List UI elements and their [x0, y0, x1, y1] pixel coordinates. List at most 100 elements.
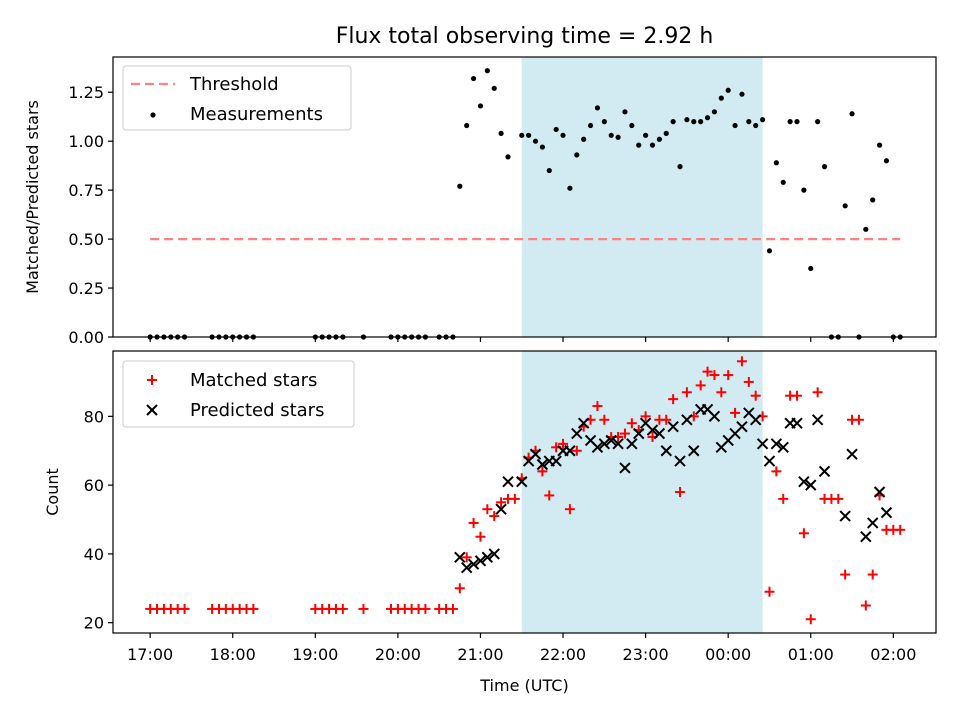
measurement-point [815, 119, 821, 125]
matched-star-point [626, 418, 637, 429]
count-panel: 20 40 60 80 17:00 18:00 19:00 20:00 21:00 22:00 2… [43, 350, 937, 695]
predicted-star-point [873, 486, 886, 498]
predicted-star-point [880, 506, 893, 519]
predicted-star-point [626, 438, 638, 450]
predicted-star-point [818, 465, 831, 478]
matched-star-point [537, 466, 548, 477]
matched-star-point [661, 414, 672, 425]
count-legend: Matched stars Predicted stars [122, 360, 355, 428]
matched-star-point [475, 531, 486, 542]
predicted-star-point [564, 445, 576, 457]
predicted-star-point [860, 531, 872, 543]
measurement-point [539, 144, 545, 150]
predicted-star-point [770, 438, 783, 450]
predicted-star-point [681, 414, 693, 426]
matched-star-point [544, 490, 555, 501]
x-tick-label: 22:00 [540, 645, 586, 664]
measurement-point [532, 138, 539, 144]
predicted-star-point [798, 475, 810, 488]
measurement-point [505, 154, 511, 160]
matched-star-point [743, 376, 754, 387]
matched-star-point [867, 569, 878, 580]
measurement-point [732, 122, 738, 129]
matched-star-point [337, 603, 348, 614]
measurement-point [842, 203, 848, 209]
matched-star-point [482, 504, 493, 515]
predicted-star-point [146, 404, 158, 416]
x-tick-label: 23:00 [623, 645, 669, 664]
measurement-point [553, 126, 559, 133]
count-panel-frame [112, 350, 937, 634]
measurement-point [649, 142, 656, 148]
predicted-star-point [866, 517, 879, 529]
y-tick-label: 20 [84, 614, 104, 633]
matched-star-point [702, 366, 713, 377]
ratio-panel: 0.00 0.25 0.50 0.75 1.00 1.25 Matched/Predict… [23, 56, 937, 347]
predicted-star-point [763, 455, 776, 467]
measurement-point [491, 85, 497, 91]
legend-box [122, 65, 352, 131]
predicted-star-point [550, 455, 562, 467]
measurement-point [601, 119, 607, 125]
measurement-point [704, 115, 711, 121]
predicted-star-point [791, 417, 803, 429]
ratio-y-axis-label: Matched/Predicted stars [23, 100, 42, 294]
measurement-point [519, 132, 525, 138]
matched-star-point [736, 356, 747, 367]
predicted-star-point [612, 438, 624, 450]
matched-star-point [147, 375, 157, 385]
matched-star-point [681, 387, 692, 398]
matched-star-point [358, 603, 369, 614]
measurement-point [608, 132, 614, 138]
matched-star-point [496, 497, 507, 508]
measurement-point [883, 158, 890, 164]
predicted-star-point [605, 434, 617, 447]
measurement-point [821, 164, 828, 170]
measurement-point [801, 187, 807, 193]
matched-star-point [599, 414, 610, 425]
predicted-star-point [646, 424, 659, 436]
measurement-point [663, 130, 669, 136]
measurement-point [870, 197, 876, 203]
legend-measurements-label: Measurements [190, 104, 323, 125]
matched-star-point [798, 528, 809, 539]
measurement-point [759, 117, 766, 123]
measurement-point [594, 105, 601, 111]
measurement-point [753, 122, 759, 129]
time-x-axis-label: Time (UTC) [479, 676, 568, 695]
matched-star-point [564, 504, 575, 515]
matched-star-point [895, 524, 906, 535]
y-tick-label: 0.00 [68, 328, 104, 347]
measurement-point [691, 119, 697, 125]
measurement-point [636, 142, 642, 148]
predicted-star-point [633, 427, 645, 440]
measurement-point [629, 122, 635, 129]
matched-star-point [723, 370, 734, 381]
y-tick-label: 40 [84, 545, 104, 564]
legend-predicted-label: Predicted stars [190, 400, 324, 421]
legend-threshold-label: Threshold [189, 74, 279, 95]
predicted-star-point [488, 548, 500, 560]
matched-star-point [489, 511, 500, 522]
matched-star-point [853, 414, 864, 425]
matched-star-point [571, 445, 582, 456]
ratio-panel-frame [112, 56, 937, 338]
predicted-star-point [495, 503, 507, 515]
measurement-point [574, 152, 580, 158]
matched-star-point [778, 493, 789, 504]
y-tick-label: 60 [84, 476, 104, 495]
predicted-star-point [529, 448, 542, 460]
measurement-point [766, 248, 773, 254]
measurement-point [464, 122, 470, 129]
y-tick-label: 1.25 [68, 83, 104, 102]
measurement-point [718, 95, 724, 101]
measurement-point [677, 164, 683, 170]
predicted-star-point [811, 414, 824, 426]
matched-star-point [509, 493, 520, 504]
predicted-star-point [674, 455, 686, 467]
measurement-point [560, 132, 566, 138]
matched-star-point [592, 401, 603, 412]
measurement-point [863, 226, 869, 232]
measurement-point [526, 132, 532, 138]
